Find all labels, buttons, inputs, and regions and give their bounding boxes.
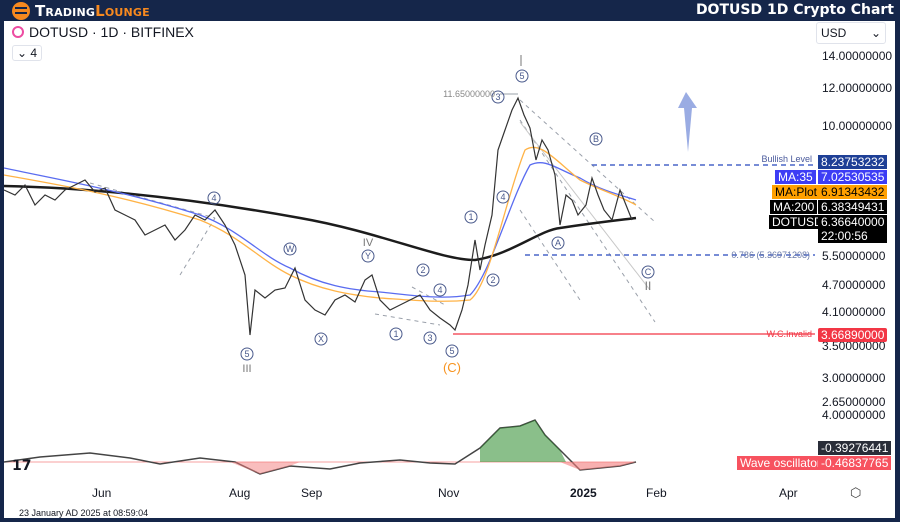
time-tick: 2025 xyxy=(570,486,597,500)
time-tick: Nov xyxy=(438,486,460,500)
ma200-tag: 6.38349431 xyxy=(818,200,888,214)
svg-text:W: W xyxy=(286,244,295,254)
wave-oscillator-tag: -0.46837765 xyxy=(818,456,892,470)
svg-text:2: 2 xyxy=(490,275,495,285)
svg-text:11.65000000: 11.65000000 xyxy=(443,89,495,99)
svg-text:W.C.Invalid: W.C.Invalid xyxy=(766,329,812,339)
svg-text:IV: IV xyxy=(363,237,374,249)
bar-countdown: 22:00:56 xyxy=(821,229,868,243)
svg-text:4: 4 xyxy=(500,192,505,202)
price-tick: 10.00000000 xyxy=(822,119,893,133)
chevron-down-icon: ⌄ xyxy=(870,26,881,40)
wave-oscillator-label: Wave oscillator xyxy=(737,456,824,470)
time-tick: Feb xyxy=(646,486,667,500)
svg-text:2: 2 xyxy=(420,265,425,275)
svg-text:1: 1 xyxy=(468,212,473,222)
price-tick: 4.00000000 xyxy=(822,408,886,422)
price-tick: 4.70000000 xyxy=(822,278,886,292)
snapshot-timestamp: 23 January AD 2025 at 08:59:04 xyxy=(19,508,149,518)
price-tick: 12.00000000 xyxy=(822,81,893,95)
svg-text:3: 3 xyxy=(495,92,500,102)
symbol-text: DOTUSD · 1D · BITFINEX xyxy=(29,24,194,40)
time-tick: Jun xyxy=(92,486,112,500)
currency-select[interactable]: USD ⌄ xyxy=(816,22,886,44)
polkadot-icon xyxy=(12,26,24,38)
chart-canvas[interactable]: 17 5 3 B A C II 4 W X Y IV 5 III 1 2 3 4… xyxy=(4,21,895,518)
trading-lounge-logo: TradingLounge xyxy=(12,2,150,20)
svg-text:X: X xyxy=(318,334,324,344)
time-tick: Sep xyxy=(301,486,323,500)
svg-text:III: III xyxy=(242,363,251,375)
symbol-legend[interactable]: DOTUSD · 1D · BITFINEX xyxy=(12,24,194,40)
currency-value: USD xyxy=(821,26,847,40)
dotusd-label: DOTUSD xyxy=(769,215,826,229)
chart-title: DOTUSD 1D Crypto Chart xyxy=(695,2,894,18)
svg-text:0.786 (5.36971208): 0.786 (5.36971208) xyxy=(731,250,810,260)
bullish-level-tag: 8.23753232 xyxy=(818,155,888,169)
time-tick: Aug xyxy=(229,486,251,500)
oscillator-value-tag: -0.39276441 xyxy=(818,441,892,455)
price-tick: 14.00000000 xyxy=(822,49,893,63)
svg-text:II: II xyxy=(645,279,652,293)
svg-text:5: 5 xyxy=(519,71,524,81)
invalid-level-tag: 3.66890000 xyxy=(818,328,888,342)
ma-plot-tag: 6.91343432 xyxy=(818,185,888,199)
ma35-label: MA:35 xyxy=(775,170,816,184)
svg-text:3: 3 xyxy=(427,333,432,343)
svg-text:B: B xyxy=(593,134,599,144)
price-tick: 4.10000000 xyxy=(822,305,886,319)
price-chart: 17 5 3 B A C II 4 W X Y IV 5 III 1 2 3 4… xyxy=(4,55,815,475)
indicators-toggle[interactable]: ⌄ 4 xyxy=(12,45,43,61)
indicators-count: 4 xyxy=(30,46,38,60)
svg-text:C: C xyxy=(645,267,652,277)
svg-text:(C): (C) xyxy=(443,360,461,375)
svg-text:4: 4 xyxy=(437,285,442,295)
svg-text:17: 17 xyxy=(12,458,31,474)
price-tick: 2.65000000 xyxy=(822,395,886,409)
price-tick: 3.50000000 xyxy=(822,339,886,353)
top-bar: TradingLounge DOTUSD 1D Crypto Chart xyxy=(0,0,900,21)
logo-icon xyxy=(12,2,30,20)
svg-text:Bullish Level: Bullish Level xyxy=(761,154,812,164)
dotusd-price: 6.36640000 xyxy=(821,215,885,229)
settings-icon[interactable]: ⬡ xyxy=(850,485,862,500)
ma35-tag: 7.02530535 xyxy=(818,170,888,184)
dotusd-price-tag: 6.36640000 22:00:56 xyxy=(818,215,888,243)
logo-text-orange: Lounge xyxy=(95,2,150,20)
ma-plot-label: MA:Plot xyxy=(772,185,821,199)
price-tick: 3.00000000 xyxy=(822,371,886,385)
svg-text:Y: Y xyxy=(365,251,371,261)
time-tick: Apr xyxy=(779,486,798,500)
svg-text:1: 1 xyxy=(393,329,398,339)
svg-text:A: A xyxy=(555,238,561,248)
svg-text:5: 5 xyxy=(449,346,454,356)
price-tick: 5.50000000 xyxy=(822,249,886,263)
ma200-label: MA:200 xyxy=(770,200,818,214)
svg-text:4: 4 xyxy=(211,193,216,203)
logo-text-white: Trading xyxy=(35,2,96,20)
svg-text:5: 5 xyxy=(244,349,249,359)
